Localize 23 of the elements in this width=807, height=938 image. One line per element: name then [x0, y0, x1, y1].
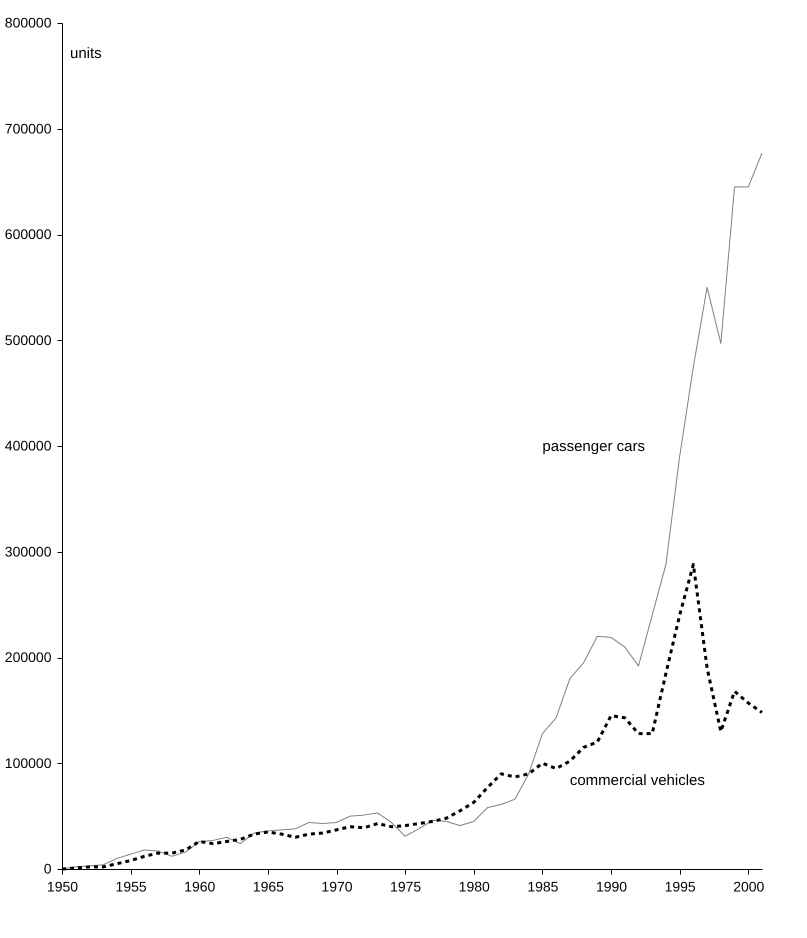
x-tick-label: 1970: [321, 878, 353, 894]
x-tick-label: 1980: [458, 878, 490, 894]
y-tick-label: 500000: [4, 332, 52, 348]
y-axis-title: units: [70, 45, 102, 62]
y-tick-label: 400000: [4, 438, 52, 454]
x-tick-label: 1975: [390, 878, 422, 894]
series-label: commercial vehicles: [570, 772, 705, 790]
y-tick-label: 0: [44, 860, 52, 876]
y-tick-label: 200000: [4, 649, 52, 665]
x-tick-label: 1955: [116, 878, 147, 894]
y-tick-label: 300000: [4, 543, 52, 560]
text: passenger cars: [542, 438, 645, 455]
y-tick-label: 100000: [4, 754, 52, 771]
x-tick-label: 1965: [252, 878, 284, 894]
x-tick-label: 1950: [46, 878, 78, 894]
x-tick-label: 1985: [527, 878, 559, 894]
x-tick-label: 1995: [664, 878, 696, 894]
y-tick-label: 700000: [4, 120, 52, 136]
x-tick-label: 2000: [733, 878, 765, 894]
y-tick-label: 800000: [4, 14, 52, 30]
x-tick-label: 1990: [596, 878, 628, 894]
y-tick-label: 600000: [4, 226, 52, 242]
x-tick-label: 1960: [184, 878, 216, 894]
